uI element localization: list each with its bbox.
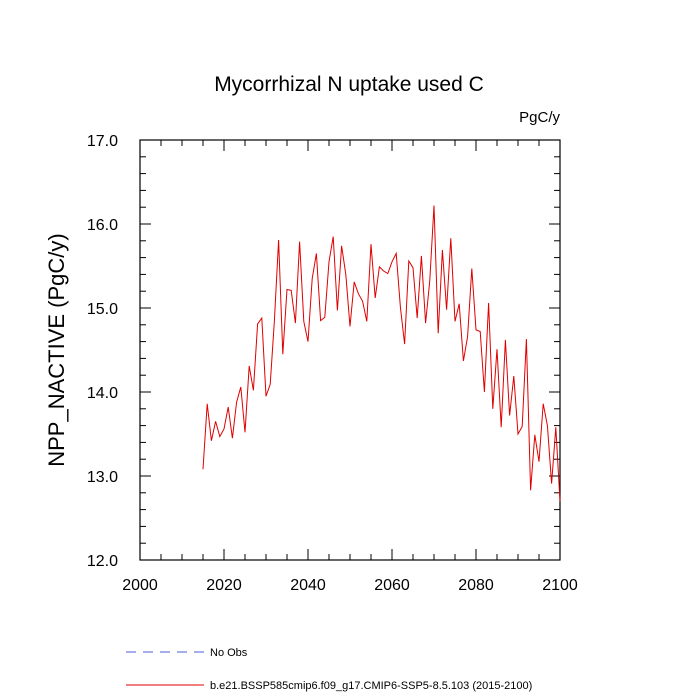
y-tick-label: 16.0 bbox=[87, 217, 118, 234]
plot-area: 2000 2020 2040 2060 2080 2100 12.0 13.0 14.0 15.0… bbox=[87, 133, 578, 594]
y-tick-label: 13.0 bbox=[87, 469, 118, 486]
chart-title: Mycorrhizal N uptake used C bbox=[214, 73, 484, 96]
legend: No Obs b.e21.BSSP585cmip6.f09_g17.CMIP6-S… bbox=[126, 647, 532, 692]
x-tick-label: 2020 bbox=[206, 577, 242, 594]
x-tick-label: 2100 bbox=[542, 577, 578, 594]
series-line-1 bbox=[202, 205, 561, 502]
legend-label-0: No Obs bbox=[210, 647, 248, 659]
x-tick-label: 2000 bbox=[122, 577, 158, 594]
x-tick-label: 2040 bbox=[290, 577, 326, 594]
y-tick-label: 12.0 bbox=[87, 553, 118, 570]
y-tick-label: 15.0 bbox=[87, 301, 118, 318]
y-axis-label: NPP_NACTIVE (PgC/y) bbox=[44, 233, 69, 467]
x-tick-label: 2080 bbox=[458, 577, 494, 594]
y-tick-label: 17.0 bbox=[87, 133, 118, 150]
y-tick-label: 14.0 bbox=[87, 385, 118, 402]
units-label: PgC/y bbox=[519, 109, 560, 126]
legend-label-1: b.e21.BSSP585cmip6.f09_g17.CMIP6-SSP5-8.… bbox=[210, 680, 532, 692]
x-tick-label: 2060 bbox=[374, 577, 410, 594]
